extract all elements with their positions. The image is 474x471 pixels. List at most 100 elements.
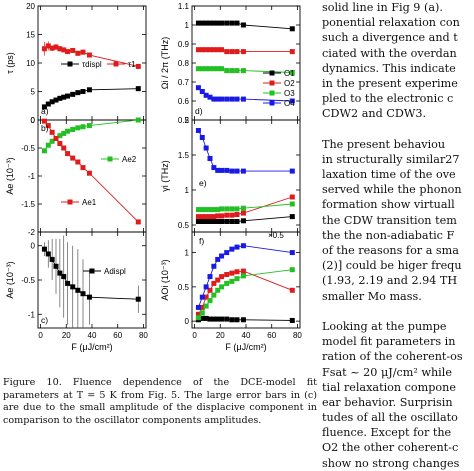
y-tick-label: 1	[185, 249, 190, 258]
data-point	[234, 212, 240, 217]
data-point	[229, 68, 235, 74]
x-tick-label: 80	[139, 331, 148, 340]
panel-label-d: d)	[195, 106, 203, 116]
y-axis-label-b: Ae (10⁻³)	[5, 157, 15, 194]
data-point	[45, 43, 51, 49]
data-point	[219, 274, 225, 280]
data-point	[199, 219, 205, 224]
data-point	[207, 20, 213, 26]
y-tick-label: 1	[185, 21, 190, 30]
data-point	[229, 270, 235, 276]
data-point	[289, 267, 295, 273]
data-point	[203, 303, 209, 309]
data-point	[289, 201, 295, 207]
data-point	[203, 47, 209, 53]
legend-b-item-label: Ae2	[122, 155, 137, 164]
data-point	[75, 125, 81, 131]
figure-caption: Figure 10. Fluence dependence of the DCE…	[3, 377, 317, 426]
data-point	[199, 207, 205, 213]
text-line: tudes of all the oscillato	[322, 411, 458, 425]
text-line: The present behaviou	[322, 137, 446, 151]
text-line: solid line in Fig 9 (a).	[322, 1, 443, 14]
data-point	[215, 66, 221, 72]
data-point	[224, 219, 230, 224]
legend-d-item-label: O3	[284, 89, 295, 98]
data-point	[203, 145, 209, 151]
data-point	[135, 219, 141, 225]
data-point	[234, 276, 240, 282]
x-tick-label: 40	[242, 331, 251, 340]
data-point	[234, 317, 240, 323]
data-point	[61, 47, 67, 53]
data-point	[224, 96, 230, 102]
y-tick-label: 0	[31, 116, 36, 125]
y-tick-label: 1.5	[178, 151, 190, 160]
data-point	[229, 168, 235, 174]
data-point	[215, 20, 221, 26]
data-point	[65, 151, 71, 157]
text-line: formation show virtuall	[322, 198, 455, 212]
data-point	[53, 263, 59, 269]
text-line: pled to the electronic c	[322, 92, 454, 106]
data-point	[219, 47, 225, 53]
data-point	[195, 20, 201, 26]
data-point	[224, 212, 230, 218]
data-point	[41, 148, 47, 154]
text-line: such a divergence and t	[322, 31, 458, 45]
data-point	[199, 304, 205, 310]
data-point	[240, 205, 246, 211]
data-point	[195, 311, 201, 317]
y-tick-label: 10	[26, 59, 35, 68]
data-point	[61, 274, 67, 280]
x-tick-label: 60	[267, 331, 276, 340]
y-tick-label: 0.7	[178, 78, 190, 87]
data-point	[70, 91, 76, 97]
data-point	[70, 127, 76, 133]
legend-d-item-marker	[269, 100, 275, 106]
data-point	[86, 87, 92, 93]
data-point	[240, 168, 246, 174]
data-point	[199, 214, 205, 220]
text-line: smaller Mo mass.	[322, 289, 422, 303]
data-point	[41, 104, 47, 110]
data-point	[80, 291, 86, 297]
data-point	[229, 49, 235, 55]
data-point	[224, 20, 230, 26]
panel-frame	[37, 231, 147, 329]
data-point	[207, 316, 213, 322]
y-tick-label: 5	[31, 88, 36, 97]
data-point	[211, 214, 217, 220]
y-tick-label: -0.5	[21, 276, 35, 285]
data-point	[203, 207, 209, 213]
legend-d-item-label: O2	[284, 79, 295, 88]
data-point	[65, 93, 71, 99]
y-tick-label: -1	[28, 310, 36, 319]
data-point	[195, 207, 201, 213]
data-point	[199, 310, 205, 316]
data-point	[203, 20, 209, 26]
figure-10: 051015200-0.5-1-1.5-20-0.5-10.50.60.70.8…	[5, 2, 302, 352]
data-point	[211, 263, 217, 269]
data-point	[229, 246, 235, 252]
data-point	[195, 304, 201, 310]
data-point	[57, 95, 63, 101]
data-point	[49, 99, 55, 105]
legend-d-item-marker	[269, 80, 275, 86]
y-tick-label: 0.6	[178, 97, 190, 106]
text-line: tial relaxation compone	[322, 380, 456, 394]
y-tick-label: 0.9	[178, 40, 190, 49]
data-point	[195, 214, 201, 220]
data-point	[219, 284, 225, 290]
data-point	[61, 94, 67, 100]
data-point	[219, 253, 225, 259]
data-point	[240, 22, 246, 28]
data-point	[234, 206, 240, 212]
legend-b-item-label: Ae1	[82, 198, 97, 207]
y-tick-label: 1.1	[178, 2, 190, 11]
data-point	[215, 96, 221, 102]
data-point	[289, 26, 295, 32]
y-tick-label: 20	[26, 2, 35, 11]
data-point	[215, 219, 221, 224]
data-point	[70, 284, 76, 290]
x-tick-label: 80	[293, 331, 302, 340]
